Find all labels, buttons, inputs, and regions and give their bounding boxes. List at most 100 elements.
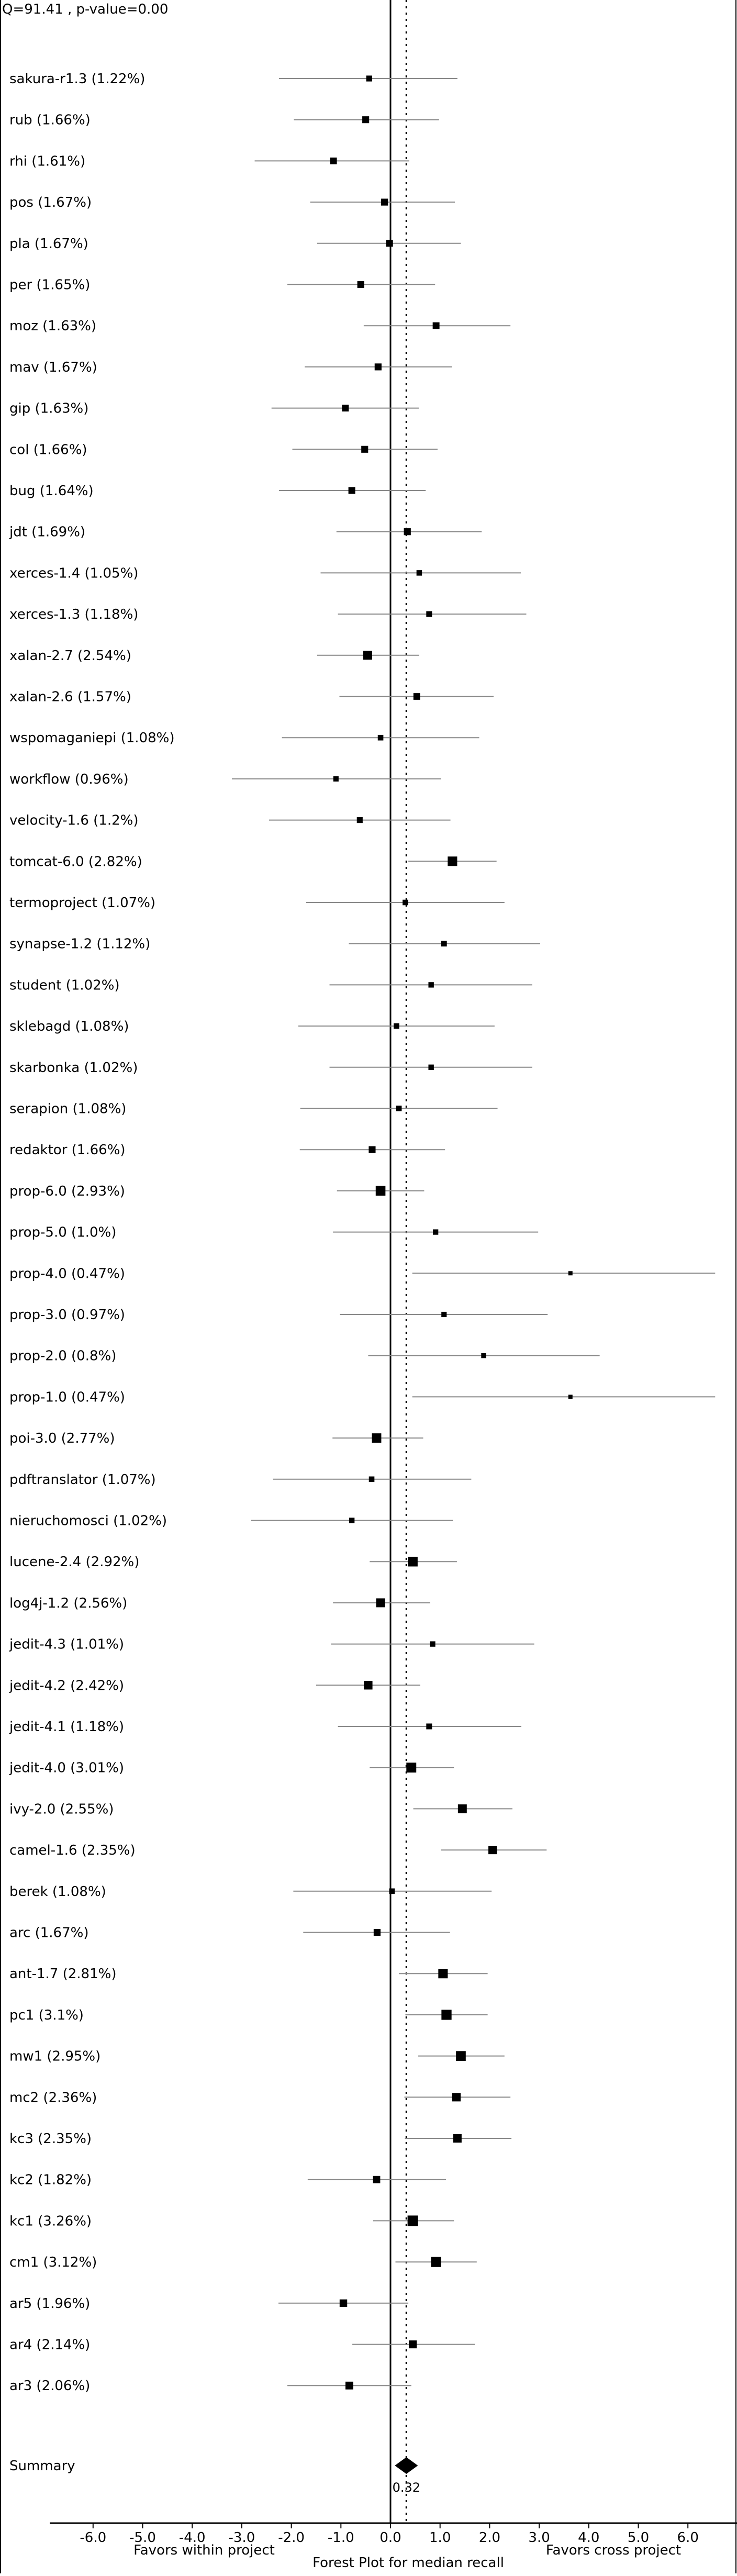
- study-row: pdftranslator (1.07%): [9, 1472, 472, 1488]
- effect-marker: [349, 1518, 355, 1523]
- study-label: velocity-1.6 (1.2%): [9, 813, 139, 829]
- study-label: mav (1.67%): [9, 360, 97, 375]
- effect-marker: [568, 1395, 573, 1399]
- study-label: xerces-1.3 (1.18%): [9, 607, 138, 622]
- study-label: kc3 (2.35%): [9, 2131, 92, 2147]
- effect-marker: [457, 1804, 467, 1813]
- study-label: rub (1.66%): [9, 113, 91, 128]
- effect-marker: [409, 2340, 417, 2349]
- effect-marker: [413, 693, 420, 700]
- study-label: kc2 (1.82%): [9, 2172, 92, 2188]
- study-label: camel-1.6 (2.35%): [9, 1843, 136, 1858]
- study-label: jedit-4.1 (1.18%): [9, 1719, 124, 1735]
- effect-marker: [431, 2257, 441, 2267]
- x-tick-label: 0.0: [379, 2530, 401, 2546]
- study-label: pc1 (3.1%): [9, 2008, 84, 2023]
- effect-marker: [366, 75, 372, 82]
- study-row: col (1.66%): [9, 442, 438, 458]
- effect-marker: [448, 856, 457, 866]
- x-tick-label: -1.0: [328, 2530, 354, 2546]
- study-label: jedit-4.0 (3.01%): [9, 1760, 124, 1776]
- effect-marker: [438, 1969, 448, 1979]
- study-label: tomcat-6.0 (2.82%): [9, 854, 142, 869]
- study-label: mw1 (2.95%): [9, 2049, 100, 2065]
- study-rows: sakura-r1.3 (1.22%) rub (1.66%) rhi (1.61%…: [9, 71, 716, 2495]
- study-label: arc (1.67%): [9, 1925, 89, 1941]
- study-label: pdftranslator (1.07%): [9, 1472, 156, 1488]
- study-row: rhi (1.61%): [9, 153, 409, 169]
- effect-marker: [357, 281, 364, 288]
- effect-marker: [430, 1641, 436, 1647]
- x-tick-label: 3.0: [528, 2530, 550, 2546]
- study-label: serapion (1.08%): [9, 1101, 126, 1117]
- favors-cross-label: Favors cross project: [546, 2542, 681, 2558]
- study-label: student (1.02%): [9, 977, 120, 993]
- study-label: cm1 (3.12%): [9, 2255, 97, 2270]
- study-label: mc2 (2.36%): [9, 2090, 97, 2105]
- x-tick-label: 2.0: [479, 2530, 500, 2546]
- effect-marker: [433, 1229, 439, 1235]
- x-tick-label: 4.0: [578, 2530, 599, 2546]
- study-row: sakura-r1.3 (1.22%): [9, 71, 457, 87]
- study-row: wspomaganiepi (1.08%): [9, 730, 479, 746]
- effect-marker: [373, 1928, 381, 1936]
- effect-marker: [386, 240, 393, 247]
- study-row: termoproject (1.07%): [9, 895, 505, 911]
- study-label: prop-3.0 (0.97%): [9, 1307, 125, 1323]
- effect-marker: [373, 2176, 381, 2183]
- study-label: workflow (0.96%): [9, 772, 129, 787]
- study-label: pos (1.67%): [9, 195, 92, 210]
- study-label: sklebagd (1.08%): [9, 1019, 129, 1034]
- study-row: camel-1.6 (2.35%): [9, 1843, 547, 1858]
- effect-marker: [456, 2051, 466, 2061]
- effect-marker: [488, 1846, 497, 1855]
- study-row: xerces-1.4 (1.05%): [9, 565, 521, 581]
- study-label: xerces-1.4 (1.05%): [9, 565, 138, 581]
- study-label: wspomaganiepi (1.08%): [9, 730, 175, 746]
- study-label: synapse-1.2 (1.12%): [9, 936, 150, 952]
- effect-marker: [368, 1476, 375, 1482]
- study-label: skarbonka (1.02%): [9, 1060, 138, 1076]
- effect-marker: [330, 157, 337, 164]
- study-row: synapse-1.2 (1.12%): [9, 936, 540, 952]
- study-row: poi-3.0 (2.77%): [9, 1431, 423, 1446]
- effect-marker: [368, 1146, 376, 1153]
- study-label: prop-4.0 (0.47%): [9, 1266, 125, 1281]
- effect-marker: [428, 982, 434, 988]
- study-label: poi-3.0 (2.77%): [9, 1431, 115, 1446]
- study-label: berek (1.08%): [9, 1884, 106, 1900]
- study-row: ar3 (2.06%): [9, 2378, 411, 2394]
- study-row: prop-5.0 (1.0%): [9, 1225, 539, 1241]
- effect-marker: [426, 1723, 432, 1730]
- study-row: mc2 (2.36%): [9, 2090, 511, 2105]
- effect-marker: [361, 445, 368, 453]
- effect-marker: [345, 2381, 353, 2390]
- study-row: student (1.02%): [9, 977, 532, 993]
- study-label: termoproject (1.07%): [9, 895, 155, 911]
- study-row: redaktor (1.66%): [9, 1142, 445, 1158]
- study-row: ar5 (1.96%): [9, 2296, 409, 2312]
- study-row: prop-3.0 (0.97%): [9, 1307, 548, 1323]
- study-row: lucene-2.4 (2.92%): [9, 1554, 457, 1570]
- effect-marker: [333, 776, 339, 782]
- study-row: kc1 (3.26%): [9, 2213, 454, 2229]
- study-row: jedit-4.2 (2.42%): [9, 1678, 420, 1693]
- effect-marker: [406, 1763, 417, 1773]
- effect-marker: [428, 1064, 434, 1070]
- x-tick-label: 6.0: [677, 2530, 699, 2546]
- study-row: ant-1.7 (2.81%): [9, 1966, 488, 1982]
- study-row: jedit-4.1 (1.18%): [9, 1719, 522, 1735]
- effect-marker: [356, 817, 363, 823]
- study-label: xalan-2.6 (1.57%): [9, 689, 131, 705]
- effect-marker: [407, 2215, 418, 2226]
- effect-marker: [377, 734, 384, 741]
- x-tick-label: -2.0: [278, 2530, 305, 2546]
- study-row: skarbonka (1.02%): [9, 1060, 532, 1076]
- x-axis: -6.0 -5.0 -4.0 -3.0 -2.0 -1.0 0.0 1.0 2.0 3.0 4.0 5…: [50, 2522, 737, 2546]
- study-row: pla (1.67%): [9, 236, 461, 252]
- x-tick-label: 5.0: [628, 2530, 649, 2546]
- study-label: jdt (1.69%): [9, 525, 85, 540]
